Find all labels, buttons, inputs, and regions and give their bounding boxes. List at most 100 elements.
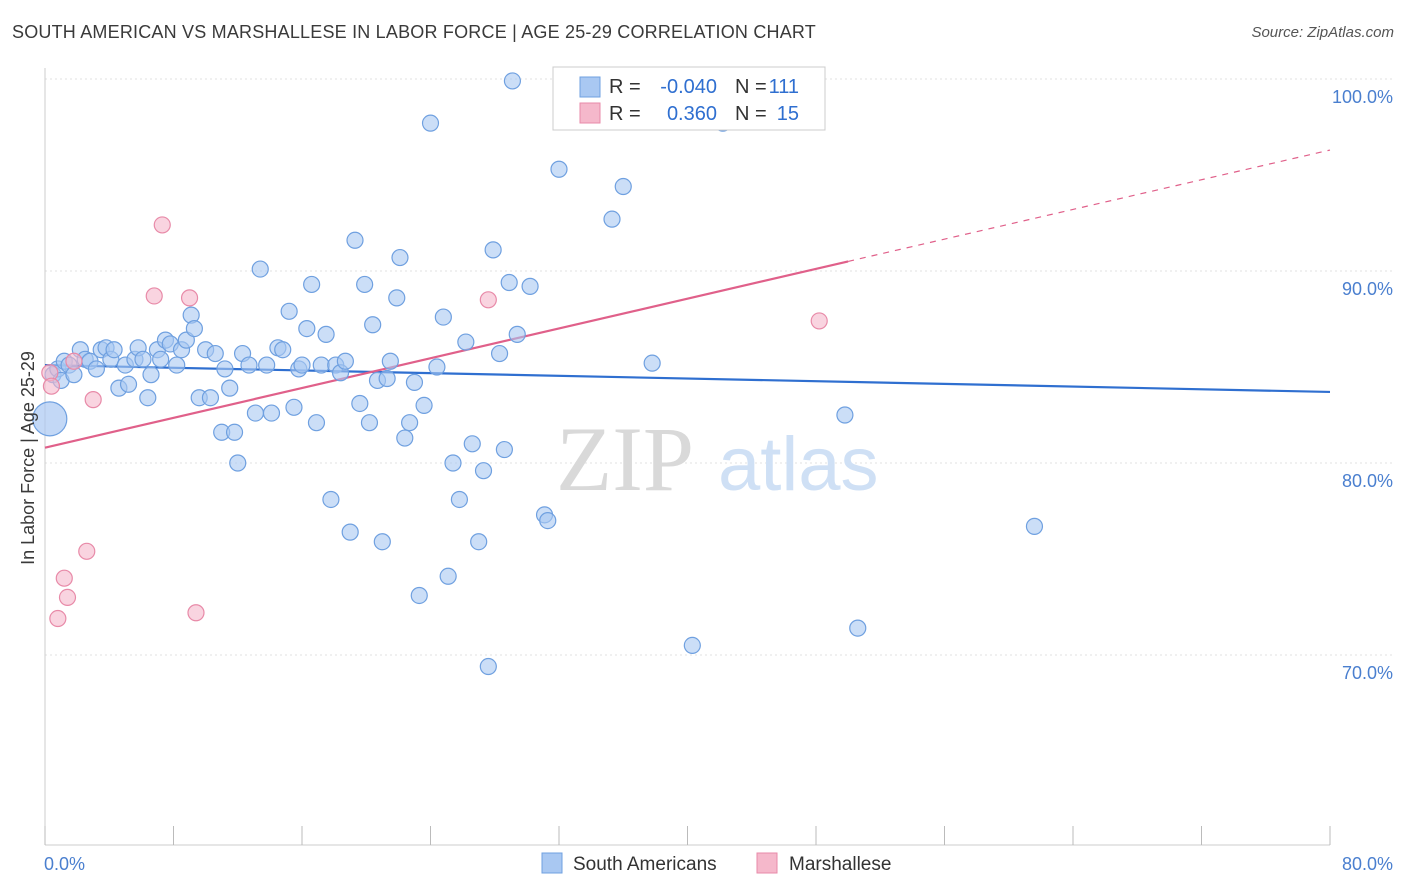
point-marshallese [180,289,199,307]
watermark: ZIP atlas [556,408,879,510]
point-south-americans [539,511,557,530]
point-south-americans [603,210,621,228]
point-south-americans [168,356,186,374]
watermark-atlas: atlas [718,422,879,507]
x-tick-label-max: 80.0% [1342,854,1393,874]
point-south-americans [401,414,419,432]
point-south-americans [614,177,632,196]
point-marshallese [49,609,67,628]
point-south-americans [391,248,409,267]
legend-n-value-2: 15 [777,103,799,125]
point-south-americans [229,454,247,472]
point-south-americans [474,462,493,480]
point-south-americans [312,356,330,374]
point-south-americans [322,490,340,509]
y-tick-label: 100.0% [1332,87,1393,107]
point-south-americans [206,344,224,363]
legend-r-value-2: 0.360 [667,103,717,125]
point-south-americans [303,275,321,294]
point-south-americans [434,308,452,326]
grid-layer: 70.0% 80.0% 90.0% 100.0% [45,78,1393,683]
series-legend-swatch-marshallese [756,852,778,874]
point-south-americans [421,114,440,132]
point-south-americans [280,302,298,320]
point-south-americans [262,404,281,422]
point-south-americans [484,241,502,259]
stats-legend: R = -0.040 N = 111 R = 0.360 N = 15 [552,66,826,131]
point-south-americans [298,320,316,338]
point-south-americans [364,316,382,334]
trend-line-south-americans [44,363,1331,394]
point-south-americans [381,352,399,370]
point-south-americans [307,414,326,432]
point-south-americans [410,586,428,605]
axes-layer [44,68,1331,846]
point-south-americans [32,401,68,437]
point-south-americans [405,373,424,391]
point-south-americans [225,423,244,441]
point-south-americans [683,636,701,655]
point-south-americans [849,619,867,637]
legend-n-label-1: N = [735,76,767,98]
point-south-americans [360,414,379,432]
point-south-americans [251,260,269,278]
point-marshallese [58,588,77,607]
point-south-americans [274,341,292,359]
point-south-americans [508,325,526,343]
point-marshallese [42,377,61,395]
point-south-americans [428,358,446,376]
point-south-americans [550,160,568,178]
point-south-americans [152,350,170,368]
point-south-americans [119,375,138,393]
point-south-americans [415,396,433,414]
series-legend: South Americans Marshallese [541,852,891,875]
point-south-americans [479,657,497,676]
point-south-americans [246,404,265,422]
point-south-americans [439,567,457,585]
point-south-americans [503,72,522,90]
point-south-americans [388,289,406,307]
point-marshallese [479,291,497,309]
point-south-americans [341,523,359,541]
chart-title: SOUTH AMERICAN VS MARSHALLESE IN LABOR F… [12,22,816,42]
point-marshallese [187,604,205,622]
point-marshallese [84,391,102,409]
legend-r-label-1: R = [609,76,641,98]
point-south-americans [1025,517,1044,535]
point-south-americans [336,352,354,370]
point-south-americans [351,394,369,413]
legend-r-label-2: R = [609,103,641,125]
point-south-americans [500,273,518,292]
point-south-americans [139,389,157,407]
point-south-americans [185,320,203,338]
point-marshallese [145,287,163,305]
source-credit: Source: ZipAtlas.com [1251,24,1394,41]
point-south-americans [470,533,488,551]
point-marshallese [153,216,171,234]
y-tick-label: 70.0% [1342,663,1393,683]
point-south-americans [87,360,106,378]
point-south-americans [378,369,396,388]
point-south-americans [495,440,513,459]
point-south-americans [356,275,374,294]
point-south-americans [643,354,661,372]
trend-line-marshallese [44,260,849,449]
point-south-americans [490,344,509,363]
point-south-americans [450,490,469,509]
point-south-americans [221,379,239,397]
points-layer [32,70,1044,676]
legend-n-label-2: N = [735,103,767,125]
point-south-americans [105,341,123,359]
point-south-americans [521,277,539,295]
legend-n-value-1: 111 [769,76,799,98]
legend-r-value-1: -0.040 [660,76,717,98]
point-marshallese [810,312,828,330]
point-south-americans [216,360,234,378]
point-south-americans [240,356,258,374]
point-south-americans [346,231,364,249]
point-south-americans [285,398,303,416]
point-marshallese [65,352,83,370]
point-south-americans [836,406,854,424]
point-south-americans [293,356,311,374]
